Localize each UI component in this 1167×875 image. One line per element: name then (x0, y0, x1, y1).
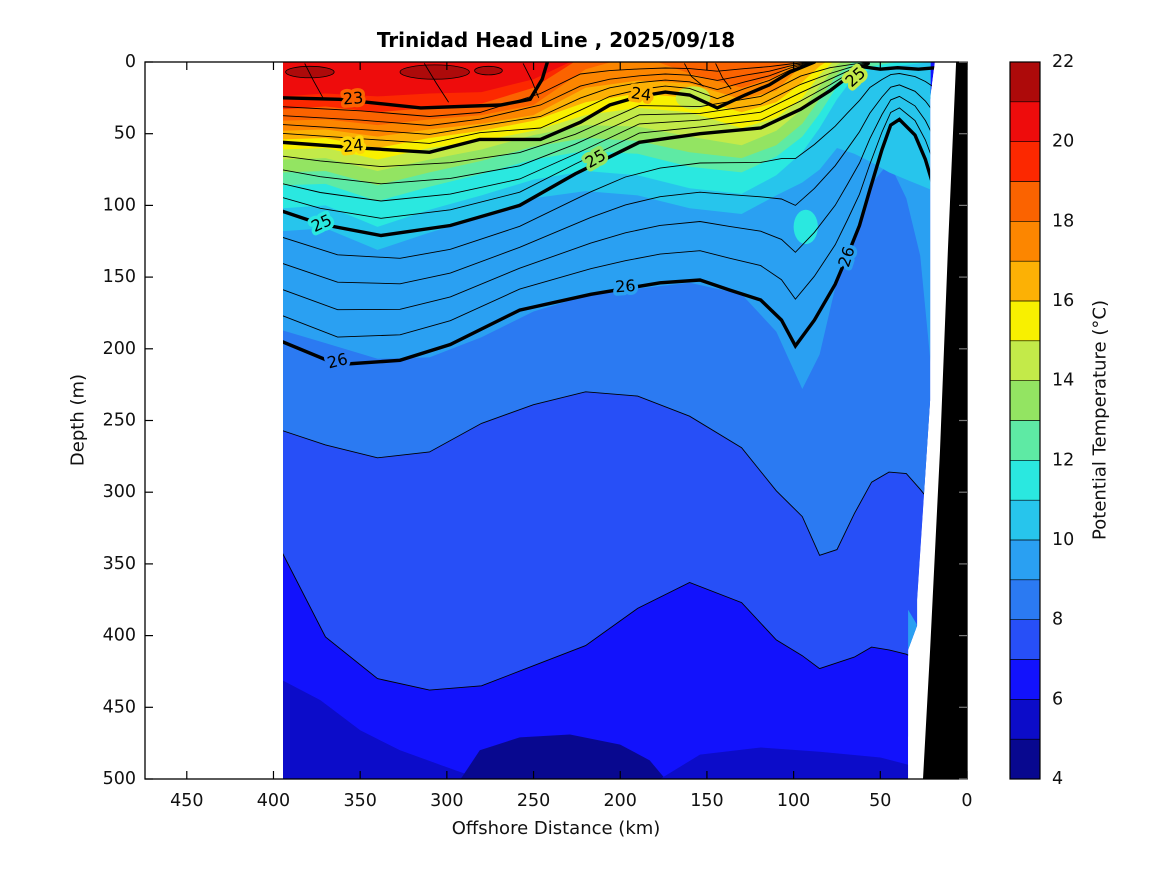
colorbar-tick-label: 16 (1052, 291, 1074, 311)
density-contour-24 (283, 62, 817, 155)
y-tick-label: 150 (103, 267, 136, 287)
y-tick-label: 500 (103, 769, 136, 789)
y-tick-label: 50 (114, 124, 136, 144)
colorbar-tick-label: 22 (1052, 52, 1074, 72)
x-tick-label: 400 (257, 791, 290, 811)
y-tick-label: 350 (103, 554, 136, 574)
colorbar-tick-label: 6 (1052, 689, 1063, 709)
bathymetry-wedge (923, 62, 967, 779)
x-tick-label: 100 (777, 791, 810, 811)
y-tick-label: 250 (103, 411, 136, 431)
y-tick-label: 450 (103, 697, 136, 717)
density-contour-23 (283, 62, 550, 110)
contour-label-24: 24 (630, 83, 653, 105)
colorbar-tick-label: 10 (1052, 530, 1074, 550)
colorbar (1009, 61, 1041, 780)
x-tick-label: 450 (170, 791, 203, 811)
y-tick-label: 400 (103, 626, 136, 646)
x-axis-label: Offshore Distance (km) (451, 818, 661, 839)
x-tick-label: 0 (961, 791, 972, 811)
contour-label-23: 23 (342, 88, 364, 108)
density-contour-26 (283, 117, 934, 367)
density-contour-25 (283, 62, 870, 238)
contour-label-24: 24 (342, 135, 364, 156)
x-tick-label: 50 (869, 791, 891, 811)
plot-title: Trinidad Head Line , 2025/09/18 (376, 28, 736, 52)
colorbar-tick-label: 8 (1052, 610, 1063, 630)
colorbar-tick-label: 12 (1052, 450, 1074, 470)
y-tick-label: 300 (103, 482, 136, 502)
colorbar-tick-label: 4 (1052, 769, 1063, 789)
x-tick-label: 200 (604, 791, 637, 811)
x-tick-label: 350 (343, 791, 376, 811)
x-tick-label: 150 (690, 791, 723, 811)
y-tick-label: 200 (103, 339, 136, 359)
contour-label-26: 26 (615, 276, 637, 296)
colorbar-tick-label: 18 (1052, 211, 1074, 231)
y-tick-label: 0 (125, 52, 136, 72)
y-tick-label: 100 (103, 195, 136, 215)
colorbar-tick-label: 14 (1052, 371, 1074, 391)
colorbar-tick-label: 20 (1052, 132, 1074, 152)
x-tick-label: 300 (430, 791, 463, 811)
x-tick-label: 250 (517, 791, 550, 811)
